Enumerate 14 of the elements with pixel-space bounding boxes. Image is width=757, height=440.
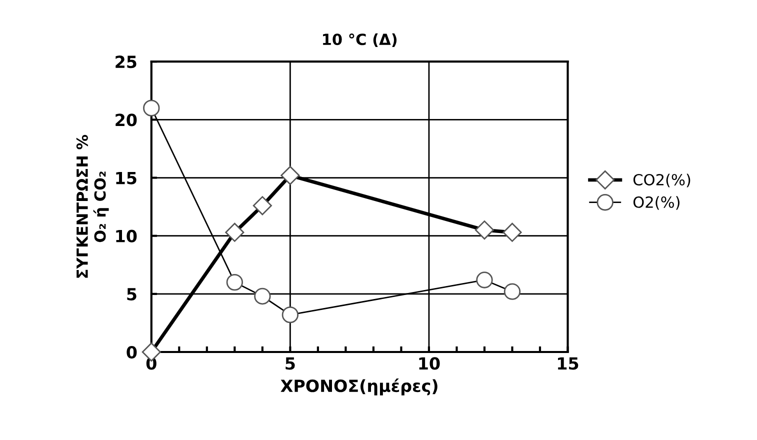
legend-label: CO2(%) bbox=[633, 174, 690, 188]
x-tick-label: 5 bbox=[286, 357, 295, 370]
x-tick-label: 10 bbox=[419, 357, 440, 370]
x-axis-title: ΧΡΟΝΟΣ(ημέρες) bbox=[280, 378, 438, 396]
y-tick-label: 20 bbox=[116, 114, 137, 126]
chart-title: 10 °C (Δ) bbox=[323, 33, 397, 47]
y-tick-label: 0 bbox=[126, 346, 137, 359]
y-tick-label: 25 bbox=[116, 56, 136, 68]
y-tick-label: 5 bbox=[127, 288, 136, 300]
y-tick-label: 10 bbox=[116, 230, 137, 242]
x-tick-label: 15 bbox=[558, 357, 578, 370]
y-tick-label: 15 bbox=[116, 172, 136, 184]
y-axis-title: ΣΥΓΚΕΝΤΡΩΣΗ % O₂ ή CO₂ bbox=[76, 134, 109, 278]
legend-label: O2(%) bbox=[633, 196, 680, 210]
